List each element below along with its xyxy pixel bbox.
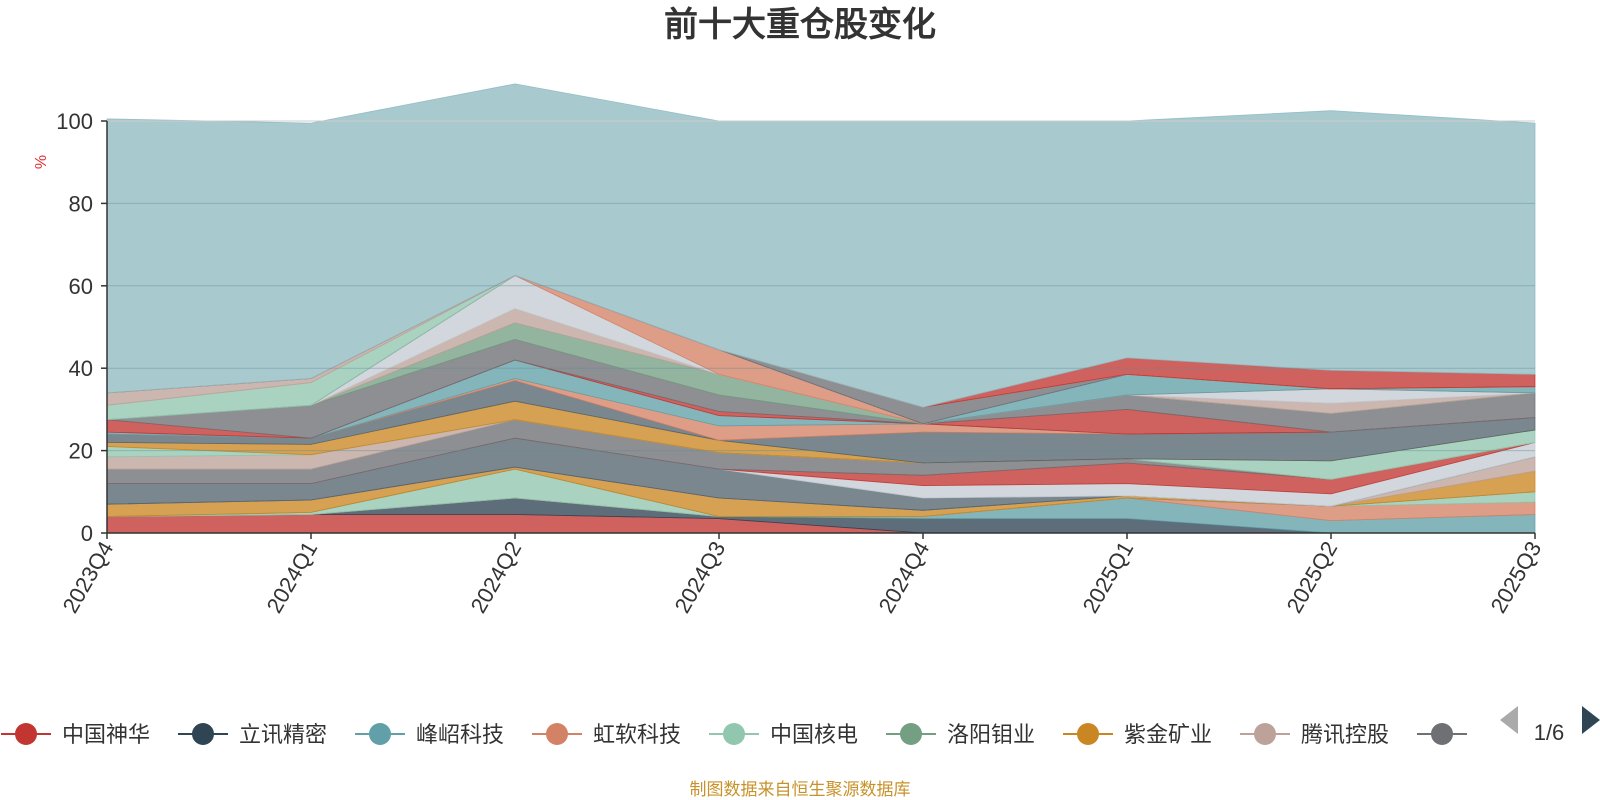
x-tick-label-0: 2023Q4: [58, 537, 119, 617]
source-note: 制图数据来自恒生聚源数据库: [690, 780, 911, 799]
y-tick-label-2: 40: [69, 356, 93, 381]
x-tick-label-4: 2024Q4: [874, 537, 935, 617]
legend-label-2: 峰岹科技: [416, 722, 504, 747]
legend-item-5[interactable]: 洛阳钼业: [886, 722, 1035, 747]
y-tick-label-0: 0: [81, 521, 93, 546]
legend: 中国神华 立讯精密 峰岹科技 虹软科技 中国核电 洛阳钼业 紫金矿业 腾讯控股: [1, 722, 1467, 747]
page-indicator: 1/6: [1534, 720, 1565, 745]
legend-item-6[interactable]: 紫金矿业: [1063, 722, 1212, 747]
legend-marker-3: [546, 723, 568, 745]
y-tick-label-1: 20: [69, 439, 93, 464]
legend-marker-1: [192, 723, 214, 745]
legend-item-7[interactable]: 腾讯控股: [1240, 722, 1389, 747]
x-tick-label-6: 2025Q2: [1282, 537, 1343, 617]
chart-title: 前十大重仓股变化: [664, 5, 936, 45]
y-axis-unit: %: [33, 155, 50, 169]
y-tick-label-3: 60: [69, 274, 93, 299]
x-tick-label-5: 2025Q1: [1078, 537, 1139, 617]
legend-marker-6: [1077, 723, 1099, 745]
prev-page-icon[interactable]: [1500, 706, 1518, 734]
x-tick-label-7: 2025Q3: [1486, 537, 1547, 617]
legend-marker-2: [369, 723, 391, 745]
legend-marker-5: [900, 723, 922, 745]
legend-label-6: 紫金矿业: [1124, 722, 1212, 747]
x-tick-label-2: 2024Q2: [466, 537, 527, 617]
area-series-30[interactable]: [106, 83, 1536, 408]
legend-label-3: 虹软科技: [593, 722, 681, 747]
legend-marker-4: [723, 723, 745, 745]
legend-label-7: 腾讯控股: [1301, 722, 1389, 747]
legend-pager: 1/6: [1500, 706, 1600, 745]
legend-marker-7: [1254, 723, 1276, 745]
legend-item-1[interactable]: 立讯精密: [178, 722, 327, 747]
y-tick-label-4: 80: [69, 191, 93, 216]
legend-label-0: 中国神华: [62, 722, 150, 747]
legend-item-3[interactable]: 虹软科技: [532, 722, 681, 747]
legend-label-1: 立讯精密: [239, 722, 327, 747]
legend-label-5: 洛阳钼业: [947, 722, 1035, 747]
y-tick-label-5: 100: [56, 109, 93, 134]
x-tick-label-1: 2024Q1: [262, 537, 323, 617]
legend-marker-0: [15, 723, 37, 745]
legend-item-2[interactable]: 峰岹科技: [355, 722, 504, 747]
legend-label-4: 中国核电: [770, 722, 858, 747]
legend-item-4[interactable]: 中国核电: [709, 722, 858, 747]
x-tick-label-3: 2024Q3: [670, 537, 731, 617]
legend-item-0[interactable]: 中国神华: [1, 722, 150, 747]
grid-lines: [107, 120, 1535, 452]
area-series-group: [106, 83, 1536, 534]
legend-marker-8: [1431, 723, 1453, 745]
legend-item-8[interactable]: [1417, 723, 1467, 745]
next-page-icon[interactable]: [1582, 706, 1600, 734]
